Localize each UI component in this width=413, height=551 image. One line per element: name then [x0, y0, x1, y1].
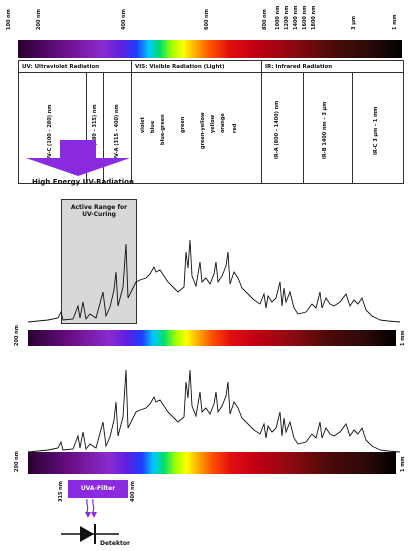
tick-label: 1400 nm: [293, 5, 299, 30]
tick-label: 1600 nm: [302, 5, 308, 30]
active-range-line2: UV-Curing: [82, 211, 116, 218]
color-orange: orange: [220, 113, 226, 133]
spectrum2-left-label: 200 nm: [14, 451, 20, 472]
uva-filter-box: UVA-Filter: [68, 480, 128, 498]
top-spectrum-bar: [18, 40, 402, 58]
color-blue: blue: [150, 120, 156, 133]
irc-label: IR-C 3 µm - 1 mm: [373, 106, 379, 155]
tick-label: 400 nm: [121, 9, 127, 30]
detector-label: Detektor: [100, 540, 130, 547]
spectrum-bar-2: [28, 452, 396, 474]
uvb-column: UV-B (280 - 315) nm: [87, 73, 104, 183]
detector-diode-icon: [61, 498, 119, 544]
tick-label: 3 µm: [351, 15, 357, 30]
irc-column: IR-C 3 µm - 1 mm: [353, 73, 403, 183]
tick-label: 1000 nm: [275, 5, 281, 30]
color-green-yellow: green-yellow: [200, 112, 206, 149]
emission-curve-1: [28, 239, 400, 323]
uvc-column: UV-C (100 - 280) nm: [19, 73, 87, 183]
uv-header: UV: Ultraviolet Radiation: [19, 61, 132, 73]
visible-column: violet blue blue-green green green-yello…: [132, 73, 262, 183]
tick-label: 200 nm: [36, 9, 42, 30]
uva-column: UV-A (315 - 400) nm: [104, 73, 132, 183]
color-blue-green: blue-green: [160, 114, 166, 145]
ir-header: IR: Infrared Radiation: [262, 61, 403, 73]
color-red: red: [232, 123, 238, 133]
radiation-table: UV: Ultraviolet Radiation VIS: Visible R…: [18, 60, 404, 184]
vis-header: VIS: Visible Radiation (Light): [132, 61, 262, 73]
ira-column: IR-A (800 - 1400) nm: [262, 73, 304, 183]
arrow-label: High Energy UV-Radiation: [32, 178, 134, 186]
tick-label: 800 nm: [262, 9, 268, 30]
ira-label: IR-A (800 - 1400) nm: [274, 100, 280, 159]
active-range-line1: Active Range for: [70, 204, 128, 211]
spectrum1-left-label: 200 nm: [14, 325, 20, 346]
tick-label: 100 nm: [6, 9, 12, 30]
tick-label: 1 mm: [392, 14, 398, 30]
irb-label: IR-B 1400 nm - 3 µm: [322, 101, 328, 159]
irb-column: IR-B 1400 nm - 3 µm: [304, 73, 353, 183]
spectrum2-right-label: 1 mm: [400, 456, 406, 472]
emission-line-2: [28, 369, 400, 453]
emission-curve-2: [28, 369, 400, 453]
spectrum-bar-1: [28, 330, 396, 346]
spectrum1-right-label: 1 mm: [400, 330, 406, 346]
uv-arrow: [26, 140, 130, 176]
uv-arrow-shape: [26, 140, 130, 176]
tick-label: 600 nm: [204, 9, 210, 30]
tick-label: 1800 nm: [311, 5, 317, 30]
color-green: green: [180, 116, 186, 133]
color-violet: violet: [140, 117, 146, 133]
color-yellow: yellow: [210, 114, 216, 133]
tick-label: 1200 nm: [284, 5, 290, 30]
emission-line-1: [28, 239, 400, 323]
